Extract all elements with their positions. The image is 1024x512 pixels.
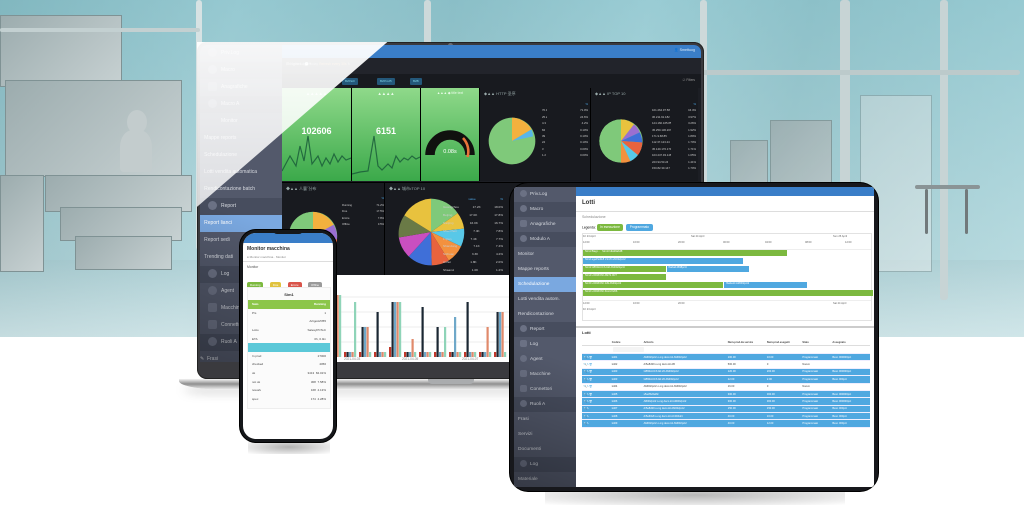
svg-text:0.08s: 0.08s [443,149,457,155]
